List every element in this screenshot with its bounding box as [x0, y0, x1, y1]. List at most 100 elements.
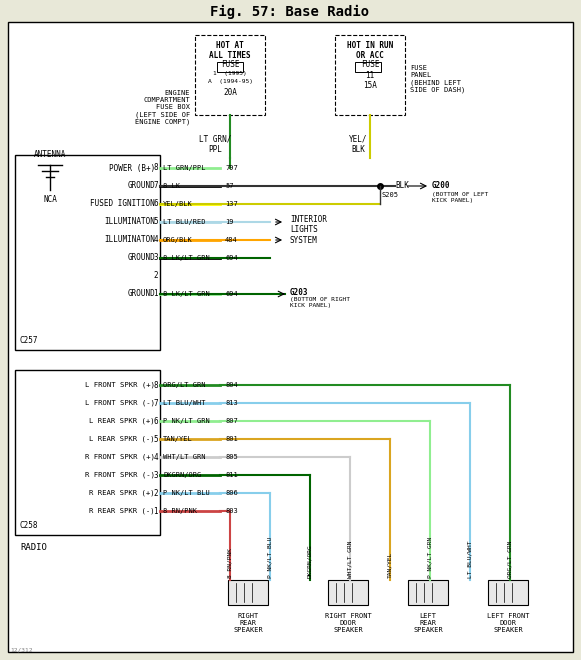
Text: GROUND: GROUND — [127, 290, 155, 298]
Bar — [228, 580, 268, 605]
Text: TAN/YEL: TAN/YEL — [388, 552, 393, 578]
Text: 7: 7 — [153, 182, 158, 191]
Bar — [0, 0, 581, 22]
Text: R REAR SPKR (-): R REAR SPKR (-) — [89, 508, 155, 514]
Text: YEL/BLK: YEL/BLK — [163, 201, 193, 207]
Text: 484: 484 — [225, 237, 238, 243]
Text: 2: 2 — [153, 271, 158, 280]
Text: 805: 805 — [225, 454, 238, 460]
Text: 811: 811 — [225, 472, 238, 478]
Text: 803: 803 — [225, 508, 238, 514]
Text: 137: 137 — [225, 201, 238, 207]
Bar — [15, 370, 160, 535]
Text: (BOTTOM OF LEFT
KICK PANEL): (BOTTOM OF LEFT KICK PANEL) — [432, 192, 488, 203]
Text: G200: G200 — [432, 182, 450, 191]
Text: DKGRN/ORG: DKGRN/ORG — [307, 544, 313, 578]
Text: LT GRN/
PPL: LT GRN/ PPL — [199, 135, 231, 154]
Text: C257: C257 — [20, 336, 38, 345]
Text: P NK/LT GRN: P NK/LT GRN — [163, 418, 210, 424]
Text: TAN/YEL: TAN/YEL — [163, 436, 193, 442]
Text: R REAR SPKR (+): R REAR SPKR (+) — [89, 490, 155, 496]
Text: P NK/LT BLU: P NK/LT BLU — [163, 490, 210, 496]
Text: P NK/LT GRN: P NK/LT GRN — [428, 537, 432, 578]
Text: 4: 4 — [153, 236, 158, 244]
Text: L FRONT SPKR (+): L FRONT SPKR (+) — [85, 381, 155, 388]
Text: 804: 804 — [225, 382, 238, 388]
Bar — [488, 580, 528, 605]
Text: NCA: NCA — [43, 195, 57, 204]
Text: 3: 3 — [153, 471, 158, 480]
Text: 4: 4 — [153, 453, 158, 461]
Text: S205: S205 — [382, 192, 399, 198]
Bar — [328, 580, 368, 605]
Text: HOT AT
ALL TIMES: HOT AT ALL TIMES — [209, 41, 251, 61]
Text: 8 RN/PNK: 8 RN/PNK — [228, 548, 232, 578]
Text: LT BLU/WHT: LT BLU/WHT — [163, 400, 206, 406]
Text: ANTENNA: ANTENNA — [34, 150, 66, 159]
Text: 6: 6 — [153, 199, 158, 209]
Text: RIGHT FRONT
DOOR
SPEAKER: RIGHT FRONT DOOR SPEAKER — [325, 613, 371, 633]
Text: 797: 797 — [225, 165, 238, 171]
Text: 15A: 15A — [363, 81, 377, 90]
Text: 1  (1995): 1 (1995) — [213, 71, 247, 76]
Text: 8 LK/LT GRN: 8 LK/LT GRN — [163, 291, 210, 297]
Text: L FRONT SPKR (-): L FRONT SPKR (-) — [85, 400, 155, 407]
Text: 5: 5 — [153, 434, 158, 444]
Text: FUSE: FUSE — [361, 60, 379, 69]
Text: 57: 57 — [225, 183, 234, 189]
Text: ORG/LT GRN: ORG/LT GRN — [507, 541, 512, 578]
Text: FUSE: FUSE — [221, 60, 239, 69]
Text: 806: 806 — [225, 490, 238, 496]
Text: ORG/LT GRN: ORG/LT GRN — [163, 382, 206, 388]
Text: WHT/LT GRN: WHT/LT GRN — [347, 541, 353, 578]
Text: Fig. 57: Base Radio: Fig. 57: Base Radio — [210, 5, 370, 19]
Text: DKGRN/ORG: DKGRN/ORG — [163, 472, 201, 478]
Text: C258: C258 — [20, 521, 38, 530]
Text: LT GRN/PPL: LT GRN/PPL — [163, 165, 206, 171]
Text: GROUND: GROUND — [127, 182, 155, 191]
Bar — [408, 580, 448, 605]
Text: 2: 2 — [153, 488, 158, 498]
Text: LT BLU/RED: LT BLU/RED — [163, 219, 206, 225]
Text: LT BLU/WHT: LT BLU/WHT — [468, 541, 472, 578]
Text: 807: 807 — [225, 418, 238, 424]
Text: YEL/
BLK: YEL/ BLK — [349, 135, 367, 154]
Text: 11: 11 — [365, 71, 375, 80]
Text: ORG/BLK: ORG/BLK — [163, 237, 193, 243]
Text: 694: 694 — [225, 255, 238, 261]
Text: 20A: 20A — [223, 88, 237, 97]
Text: LEFT
REAR
SPEAKER: LEFT REAR SPEAKER — [413, 613, 443, 633]
Text: P NK/LT BLU: P NK/LT BLU — [267, 537, 272, 578]
Text: 3: 3 — [153, 253, 158, 263]
Text: ILLUMINATON: ILLUMINATON — [104, 236, 155, 244]
Text: 7: 7 — [153, 399, 158, 407]
Text: BLK: BLK — [395, 182, 409, 191]
Text: 8 LK: 8 LK — [163, 183, 180, 189]
Text: INTERIOR
LIGHTS
SYSTEM: INTERIOR LIGHTS SYSTEM — [290, 215, 327, 245]
Text: 12/312: 12/312 — [10, 647, 33, 652]
Text: WHT/LT GRN: WHT/LT GRN — [163, 454, 206, 460]
Text: ILLUMINATON: ILLUMINATON — [104, 218, 155, 226]
Text: 801: 801 — [225, 436, 238, 442]
Bar — [15, 155, 160, 350]
Text: 8 RN/PNK: 8 RN/PNK — [163, 508, 197, 514]
Text: GROUND: GROUND — [127, 253, 155, 263]
Text: G203: G203 — [290, 288, 309, 297]
Text: 6: 6 — [153, 416, 158, 426]
Text: 8: 8 — [153, 381, 158, 389]
Bar — [217, 62, 243, 72]
Text: 1: 1 — [153, 290, 158, 298]
Text: R FRONT SPKR (+): R FRONT SPKR (+) — [85, 454, 155, 460]
Text: L REAR SPKR (+): L REAR SPKR (+) — [89, 418, 155, 424]
Text: LEFT FRONT
DOOR
SPEAKER: LEFT FRONT DOOR SPEAKER — [487, 613, 529, 633]
Text: FUSE
PANEL
(BEHIND LEFT
SIDE OF DASH): FUSE PANEL (BEHIND LEFT SIDE OF DASH) — [410, 65, 465, 93]
Text: 813: 813 — [225, 400, 238, 406]
Bar — [195, 35, 265, 115]
Text: L REAR SPKR (-): L REAR SPKR (-) — [89, 436, 155, 442]
Text: 694: 694 — [225, 291, 238, 297]
Text: 8 LK/LT GRN: 8 LK/LT GRN — [163, 255, 210, 261]
Text: 19: 19 — [225, 219, 234, 225]
Text: RADIO: RADIO — [20, 543, 47, 552]
Text: FUSED IGNITION: FUSED IGNITION — [90, 199, 155, 209]
Text: RIGHT
REAR
SPEAKER: RIGHT REAR SPEAKER — [233, 613, 263, 633]
